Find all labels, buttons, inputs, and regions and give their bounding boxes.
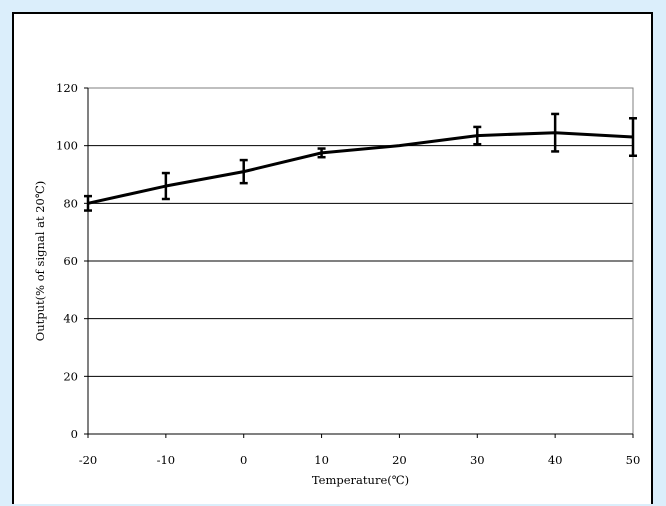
x-tick-label: -10 — [157, 453, 176, 467]
chart-frame: 0 20 40 60 80 100 120 -20 -10 0 10 20 30 40 50 Tempera… — [12, 12, 653, 504]
y-tick-label: 60 — [63, 254, 78, 268]
y-tick-label: 0 — [71, 427, 78, 441]
x-tick-label: 20 — [392, 453, 407, 467]
error-bar — [629, 117, 637, 158]
x-tick-label: 0 — [240, 453, 247, 467]
y-tick-label: 120 — [56, 81, 78, 95]
y-tick-label: 20 — [63, 369, 78, 383]
error-bar — [84, 194, 92, 212]
error-bar — [161, 171, 170, 201]
y-tick-label: 80 — [63, 196, 78, 210]
y-tick-label: 40 — [63, 312, 78, 326]
series-layer — [84, 112, 637, 212]
error-bar — [317, 147, 326, 159]
y-tick-label: 100 — [56, 139, 78, 153]
y-axis-title: Output(% of signal at 20℃) — [33, 181, 47, 341]
axis-ticks: 0 20 40 60 80 100 120 -20 -10 0 10 20 30 40 50 — [56, 81, 640, 467]
error-bar — [473, 125, 482, 146]
x-tick-label: 30 — [470, 453, 485, 467]
x-tick-label: 50 — [626, 453, 641, 467]
error-bar — [239, 158, 248, 185]
line-chart: 0 20 40 60 80 100 120 -20 -10 0 10 20 30 40 50 Tempera… — [33, 81, 640, 487]
x-tick-label: -20 — [79, 453, 98, 467]
grid-lines — [88, 87, 633, 377]
error-bar — [551, 112, 560, 153]
x-tick-label: 10 — [314, 453, 329, 467]
x-tick-label: 40 — [548, 453, 563, 467]
x-axis-title: Temperature(℃) — [312, 473, 409, 487]
series-line — [87, 131, 634, 205]
